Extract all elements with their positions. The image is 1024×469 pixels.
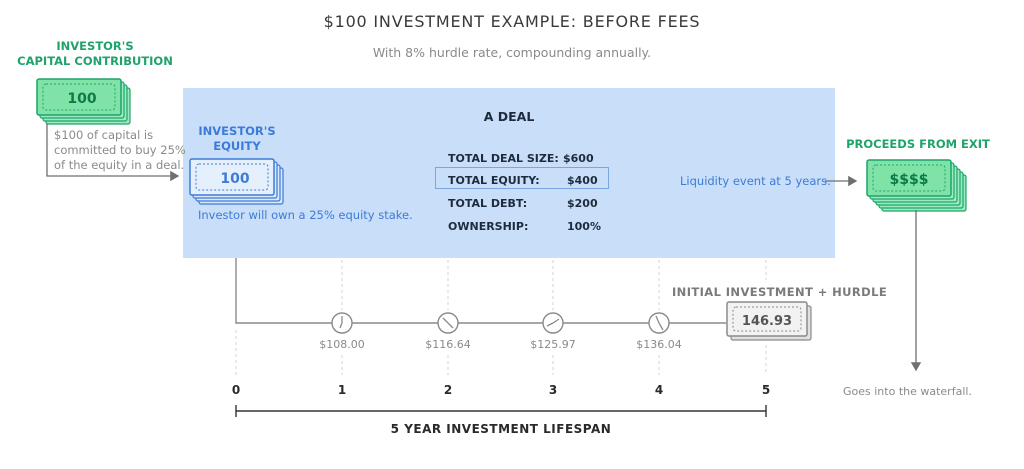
- page-subtitle: With 8% hurdle rate, compounding annuall…: [372, 45, 652, 60]
- deal-row-value: $200: [567, 197, 598, 210]
- hurdle-heading: INITIAL INVESTMENT + HURDLE: [672, 285, 888, 299]
- year-label: 2: [443, 383, 453, 397]
- total-equity-highlight: [435, 167, 609, 189]
- contribution-heading-line2: CAPITAL CONTRIBUTION: [17, 54, 173, 68]
- deal-row-value: $400: [567, 174, 598, 187]
- deal-row-value: $600: [563, 152, 594, 165]
- lifespan-bracket: [235, 405, 767, 417]
- contribution-bill-stack: [36, 78, 131, 125]
- clock-icon: [331, 312, 353, 334]
- contribution-note-line1: $100 of capital is: [54, 128, 154, 142]
- equity-note: Investor will own a 25% equity stake.: [198, 208, 413, 222]
- waterfall-note: Goes into the waterfall.: [843, 385, 972, 398]
- year-value-label: $108.00: [319, 338, 365, 351]
- equity-heading-line1: INVESTOR'S: [198, 124, 276, 138]
- year-value-label: $125.97: [530, 338, 576, 351]
- year-label: 1: [337, 383, 347, 397]
- timeline-line: [235, 258, 726, 324]
- hurdle-bill-value: 146.93: [742, 314, 792, 329]
- year-value-label: $136.04: [636, 338, 682, 351]
- equity-heading-line2: EQUITY: [213, 139, 261, 153]
- contribution-note-line3: of the equity in a deal.: [54, 158, 185, 172]
- year-label: 4: [654, 383, 664, 397]
- year-label: 5: [761, 383, 771, 397]
- liquidity-note: Liquidity event at 5 years.: [680, 174, 831, 188]
- contribution-heading-line1: INVESTOR'S: [56, 39, 134, 53]
- clock-icon: [437, 312, 459, 334]
- equity-bill-stack: [189, 158, 284, 205]
- deal-row-value: 100%: [567, 220, 601, 233]
- year-label: 3: [548, 383, 558, 397]
- clock-icon: [542, 312, 564, 334]
- page-title: $100 INVESTMENT EXAMPLE: BEFORE FEES: [323, 12, 701, 31]
- year-guides: [235, 260, 767, 375]
- contribution-arrow: [46, 124, 180, 182]
- contribution-note-line2: committed to buy 25%: [54, 143, 186, 157]
- exit-heading: PROCEEDS FROM EXIT: [846, 137, 990, 151]
- exit-bill-value: $$$$: [890, 172, 929, 188]
- contribution-heading: INVESTOR'S CAPITAL CONTRIBUTION: [10, 39, 180, 69]
- deal-title: A DEAL: [483, 109, 535, 124]
- hurdle-bill: [726, 301, 812, 341]
- year-value-label: $116.64: [425, 338, 471, 351]
- lifespan-label: 5 YEAR INVESTMENT LIFESPAN: [390, 422, 612, 436]
- deal-row-label: OWNERSHIP:: [448, 220, 529, 233]
- deal-row-label: TOTAL EQUITY:: [448, 174, 540, 187]
- contribution-bill-value: 100: [67, 91, 96, 107]
- clock-icon: [648, 312, 670, 334]
- equity-heading: INVESTOR'S EQUITY: [187, 124, 287, 154]
- exit-bill-stack: [866, 159, 967, 212]
- deal-row-label: TOTAL DEAL SIZE:: [448, 152, 559, 165]
- year-label: 0: [231, 383, 241, 397]
- deal-row-label: TOTAL DEBT:: [448, 197, 528, 210]
- contribution-note: $100 of capital is committed to buy 25% …: [54, 128, 186, 173]
- deal-box: A DEAL INVESTOR'S EQUITY Investor will o…: [183, 88, 835, 258]
- equity-bill-value: 100: [220, 171, 249, 187]
